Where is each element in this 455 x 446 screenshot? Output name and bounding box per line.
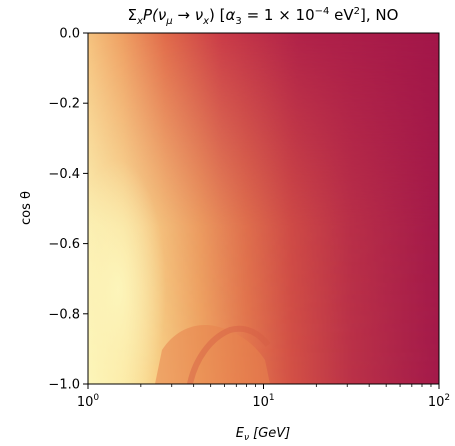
y-axis-label: cos θ	[19, 191, 34, 225]
heatmap-resonance-ridge	[187, 325, 271, 384]
heatmap-resonance-feature	[155, 325, 270, 384]
x-tick-label: 100	[77, 393, 100, 410]
y-tick-label: 0.0	[59, 27, 80, 42]
x-tick-label: 101	[252, 393, 274, 410]
y-tick-label: −0.8	[48, 307, 80, 322]
x-tick-label: 102	[428, 393, 450, 410]
heatmap-pale-region	[88, 160, 166, 384]
y-tick-label: −0.4	[48, 167, 80, 182]
x-axis-ticks: 100 101 102	[77, 384, 450, 410]
y-tick-label: −0.2	[48, 97, 80, 112]
heatmap-area	[88, 33, 439, 384]
y-axis-ticks: 0.0 −0.2 −0.4 −0.6 −0.8 −1.0	[48, 27, 88, 393]
y-tick-label: −0.6	[48, 237, 80, 252]
x-axis-label: Eν [GeV]	[236, 426, 291, 443]
y-tick-label: −1.0	[48, 378, 80, 393]
chart-title: ΣxP(νμ → νx) [α3 = 1 × 10−4 eV2], NO	[128, 6, 399, 27]
